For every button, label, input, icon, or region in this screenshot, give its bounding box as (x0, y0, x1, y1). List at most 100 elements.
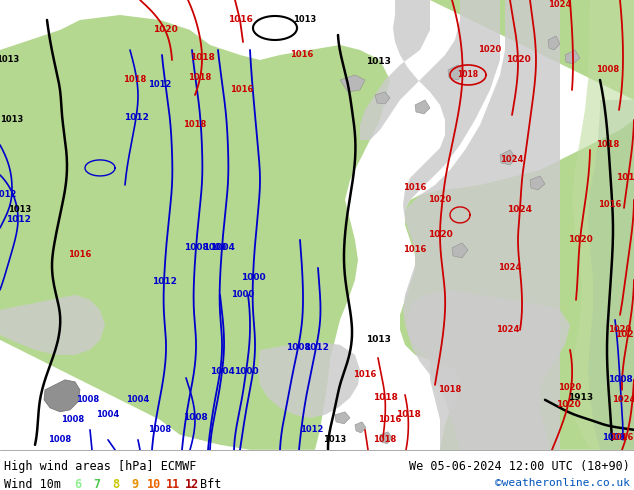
Text: 1020: 1020 (555, 400, 580, 409)
Text: 1020: 1020 (427, 230, 453, 240)
Polygon shape (375, 92, 390, 104)
Text: High wind areas [hPa] ECMWF: High wind areas [hPa] ECMWF (4, 460, 197, 473)
Polygon shape (0, 15, 390, 450)
Polygon shape (570, 0, 634, 450)
Text: 1012: 1012 (301, 425, 324, 434)
Polygon shape (0, 295, 105, 355)
Text: 1024: 1024 (500, 155, 524, 165)
Polygon shape (415, 100, 430, 114)
Text: 1013: 1013 (366, 57, 391, 67)
Text: 1018: 1018 (458, 71, 479, 79)
Text: 1008: 1008 (184, 244, 209, 252)
Polygon shape (548, 36, 560, 50)
Text: 1018: 1018 (438, 385, 462, 394)
Text: We 05-06-2024 12:00 UTC (18+90): We 05-06-2024 12:00 UTC (18+90) (409, 460, 630, 473)
Text: 1008: 1008 (607, 375, 632, 384)
Text: Wind 10m: Wind 10m (4, 478, 61, 490)
Text: 1000: 1000 (231, 291, 255, 299)
Text: 1024: 1024 (507, 205, 533, 215)
Text: 1008: 1008 (183, 414, 207, 422)
Text: 1018: 1018 (396, 410, 420, 419)
Text: 1013: 1013 (293, 16, 316, 24)
Text: 1018: 1018 (373, 393, 398, 402)
Polygon shape (44, 380, 80, 412)
Polygon shape (588, 100, 634, 450)
Polygon shape (400, 0, 634, 450)
Text: 1018: 1018 (190, 53, 214, 63)
Text: 1013: 1013 (366, 335, 391, 344)
Text: 1013: 1013 (8, 205, 32, 215)
Text: 1018: 1018 (188, 74, 212, 82)
Text: 1008: 1008 (597, 66, 619, 74)
Text: 1012: 1012 (6, 216, 30, 224)
Text: 1013: 1013 (1, 116, 23, 124)
Text: 1016: 1016 (230, 85, 254, 95)
Polygon shape (355, 422, 366, 433)
Text: 1012: 1012 (0, 191, 16, 199)
Polygon shape (335, 412, 350, 424)
Text: 1018: 1018 (597, 141, 619, 149)
Text: 1012: 1012 (152, 277, 176, 286)
Text: 1018: 1018 (373, 435, 397, 444)
Text: 8: 8 (112, 478, 120, 490)
Text: 1008: 1008 (48, 435, 72, 444)
Text: 1000: 1000 (204, 244, 226, 252)
Text: 1008: 1008 (61, 416, 84, 424)
Text: 1018: 1018 (124, 75, 146, 84)
Text: 1016: 1016 (378, 416, 402, 424)
Polygon shape (300, 0, 560, 450)
Text: 1024: 1024 (548, 0, 571, 9)
Text: 1004: 1004 (96, 410, 120, 419)
Polygon shape (500, 150, 516, 165)
Text: 11: 11 (166, 478, 180, 490)
Text: 1008: 1008 (77, 395, 100, 404)
Polygon shape (380, 432, 392, 444)
Text: 1024: 1024 (498, 264, 522, 272)
Text: 1016: 1016 (403, 245, 427, 254)
Text: 1008: 1008 (286, 343, 311, 352)
Text: 1016: 1016 (611, 433, 634, 442)
Text: 1016: 1016 (290, 50, 314, 59)
Text: 1004: 1004 (126, 395, 150, 404)
Text: 6: 6 (74, 478, 82, 490)
Text: 1016: 1016 (598, 200, 622, 209)
Polygon shape (530, 176, 545, 190)
Text: 1024: 1024 (612, 395, 634, 404)
Polygon shape (452, 243, 468, 258)
Text: 1000: 1000 (234, 368, 258, 376)
Text: 1020: 1020 (429, 196, 451, 204)
Text: 1004: 1004 (210, 244, 235, 252)
Polygon shape (258, 342, 360, 418)
Text: 1012: 1012 (148, 80, 172, 90)
Text: 1020: 1020 (479, 46, 501, 54)
Text: 10: 10 (147, 478, 161, 490)
Text: 1020: 1020 (567, 235, 592, 245)
Text: 1016: 1016 (403, 183, 427, 193)
Text: 1020: 1020 (506, 55, 531, 65)
Text: 1016: 1016 (68, 250, 92, 259)
Text: 1008: 1008 (602, 433, 626, 442)
Text: 1018: 1018 (183, 121, 207, 129)
Text: 1024: 1024 (616, 330, 634, 340)
Text: 1008: 1008 (148, 425, 172, 434)
Polygon shape (565, 50, 580, 64)
Text: 1020: 1020 (559, 383, 581, 392)
Text: 1016: 1016 (353, 370, 377, 379)
Text: 1913: 1913 (568, 393, 593, 402)
Text: 1012: 1012 (304, 343, 328, 352)
Text: 1016: 1016 (228, 16, 252, 24)
Text: ©weatheronline.co.uk: ©weatheronline.co.uk (495, 478, 630, 488)
Text: 1016: 1016 (616, 173, 634, 182)
Text: 9: 9 (131, 478, 139, 490)
Polygon shape (340, 75, 365, 92)
Text: 1000: 1000 (241, 273, 265, 282)
Polygon shape (448, 65, 465, 80)
Text: 1012: 1012 (124, 114, 148, 122)
Text: 7: 7 (93, 478, 101, 490)
Text: 1024: 1024 (496, 325, 520, 334)
Text: 1020: 1020 (153, 25, 178, 34)
Text: 1004: 1004 (210, 368, 235, 376)
Text: 1013: 1013 (323, 435, 347, 444)
Text: 1013: 1013 (0, 55, 20, 65)
Text: Bft: Bft (200, 478, 222, 490)
